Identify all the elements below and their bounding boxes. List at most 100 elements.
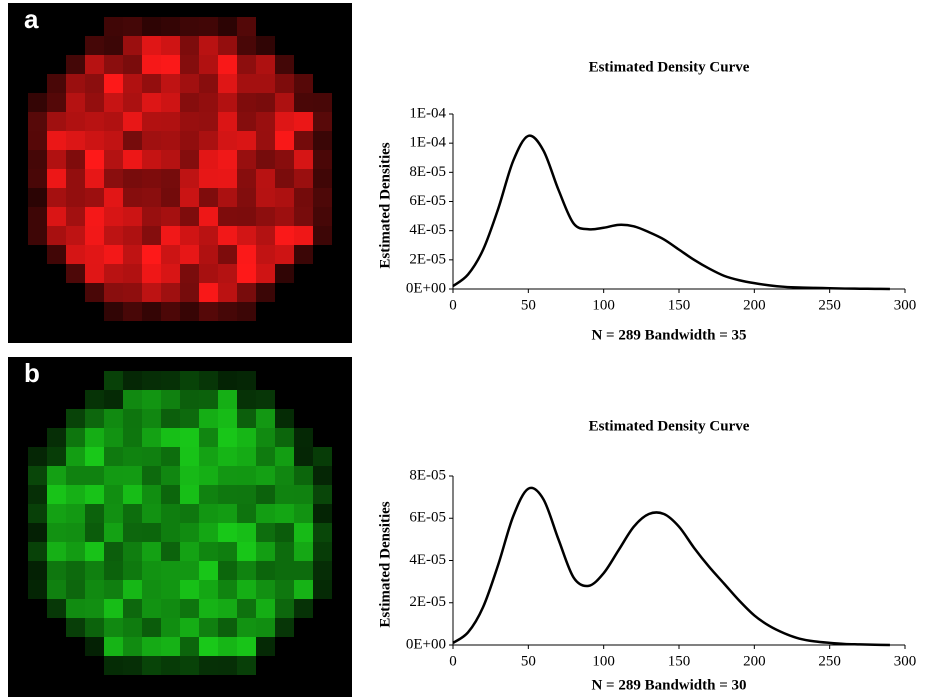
pixel	[123, 36, 142, 55]
pixel	[237, 523, 256, 542]
pixel	[161, 112, 180, 131]
x-tick-label: 50	[521, 653, 536, 669]
pixel	[218, 371, 237, 390]
pixel	[180, 112, 199, 131]
pixel	[161, 409, 180, 428]
pixel	[218, 264, 237, 283]
pixel	[294, 188, 313, 207]
x-tick-label: 0	[449, 297, 457, 313]
pixel	[142, 523, 161, 542]
pixel	[142, 188, 161, 207]
pixel	[104, 283, 123, 302]
pixel	[28, 504, 47, 523]
pixel	[104, 131, 123, 150]
pixel	[237, 428, 256, 447]
pixel	[237, 409, 256, 428]
pixel	[199, 523, 218, 542]
pixel	[161, 264, 180, 283]
y-tick-label: 0E+00	[406, 636, 446, 652]
pixel	[142, 561, 161, 580]
pixel	[142, 542, 161, 561]
pixel	[161, 93, 180, 112]
pixel	[180, 542, 199, 561]
pixel	[218, 17, 237, 36]
pixel	[275, 542, 294, 561]
pixel	[104, 637, 123, 656]
pixel	[294, 131, 313, 150]
pixel	[161, 561, 180, 580]
pixel	[237, 656, 256, 675]
pixel	[199, 55, 218, 74]
pixel	[256, 466, 275, 485]
pixel	[47, 523, 66, 542]
pixel	[180, 17, 199, 36]
x-axis-label: N = 289 Bandwidth = 35	[591, 327, 746, 343]
pixel	[142, 36, 161, 55]
y-tick-label: 8E-05	[409, 164, 446, 180]
pixel	[180, 561, 199, 580]
pixel	[28, 169, 47, 188]
pixel	[237, 599, 256, 618]
pixel	[275, 245, 294, 264]
pixel	[142, 74, 161, 93]
pixel	[237, 169, 256, 188]
pixel	[85, 36, 104, 55]
pixel	[104, 599, 123, 618]
y-tick-label: 6E-05	[409, 193, 446, 209]
pixel	[256, 207, 275, 226]
pixel	[218, 188, 237, 207]
pixel	[218, 226, 237, 245]
pixel	[294, 112, 313, 131]
pixel	[294, 93, 313, 112]
pixel	[66, 207, 85, 226]
pixel	[161, 74, 180, 93]
pixel	[199, 542, 218, 561]
density-curve	[452, 486, 890, 647]
x-tick-label: 0	[449, 653, 457, 669]
pixel	[66, 447, 85, 466]
pixel	[104, 207, 123, 226]
pixel	[28, 485, 47, 504]
pixel	[28, 188, 47, 207]
pixel	[294, 207, 313, 226]
pixel	[123, 523, 142, 542]
pixel	[218, 131, 237, 150]
pixel	[237, 207, 256, 226]
pixel	[218, 112, 237, 131]
pixel	[104, 390, 123, 409]
pixel	[161, 371, 180, 390]
pixel	[104, 618, 123, 637]
pixel	[123, 150, 142, 169]
pixel	[218, 74, 237, 93]
pixel	[123, 485, 142, 504]
pixel	[85, 283, 104, 302]
pixel	[256, 428, 275, 447]
pixel	[104, 226, 123, 245]
pixel	[218, 466, 237, 485]
pixel	[161, 542, 180, 561]
pixel	[123, 112, 142, 131]
pixel	[85, 169, 104, 188]
pixel	[66, 188, 85, 207]
pixel	[199, 112, 218, 131]
pixel	[66, 618, 85, 637]
pixel	[237, 226, 256, 245]
y-tick-label: 6E-05	[409, 510, 446, 526]
pixel	[180, 580, 199, 599]
pixel	[123, 580, 142, 599]
pixel	[161, 485, 180, 504]
pixel	[275, 447, 294, 466]
pixel	[256, 409, 275, 428]
pixel	[123, 131, 142, 150]
pixel	[294, 447, 313, 466]
pixel	[199, 504, 218, 523]
pixel	[218, 36, 237, 55]
pixel	[237, 245, 256, 264]
pixel	[256, 245, 275, 264]
x-tick-label: 100	[592, 653, 615, 669]
pixel	[313, 93, 332, 112]
pixel	[256, 580, 275, 599]
pixel	[237, 55, 256, 74]
pixel	[180, 131, 199, 150]
pixel	[199, 93, 218, 112]
